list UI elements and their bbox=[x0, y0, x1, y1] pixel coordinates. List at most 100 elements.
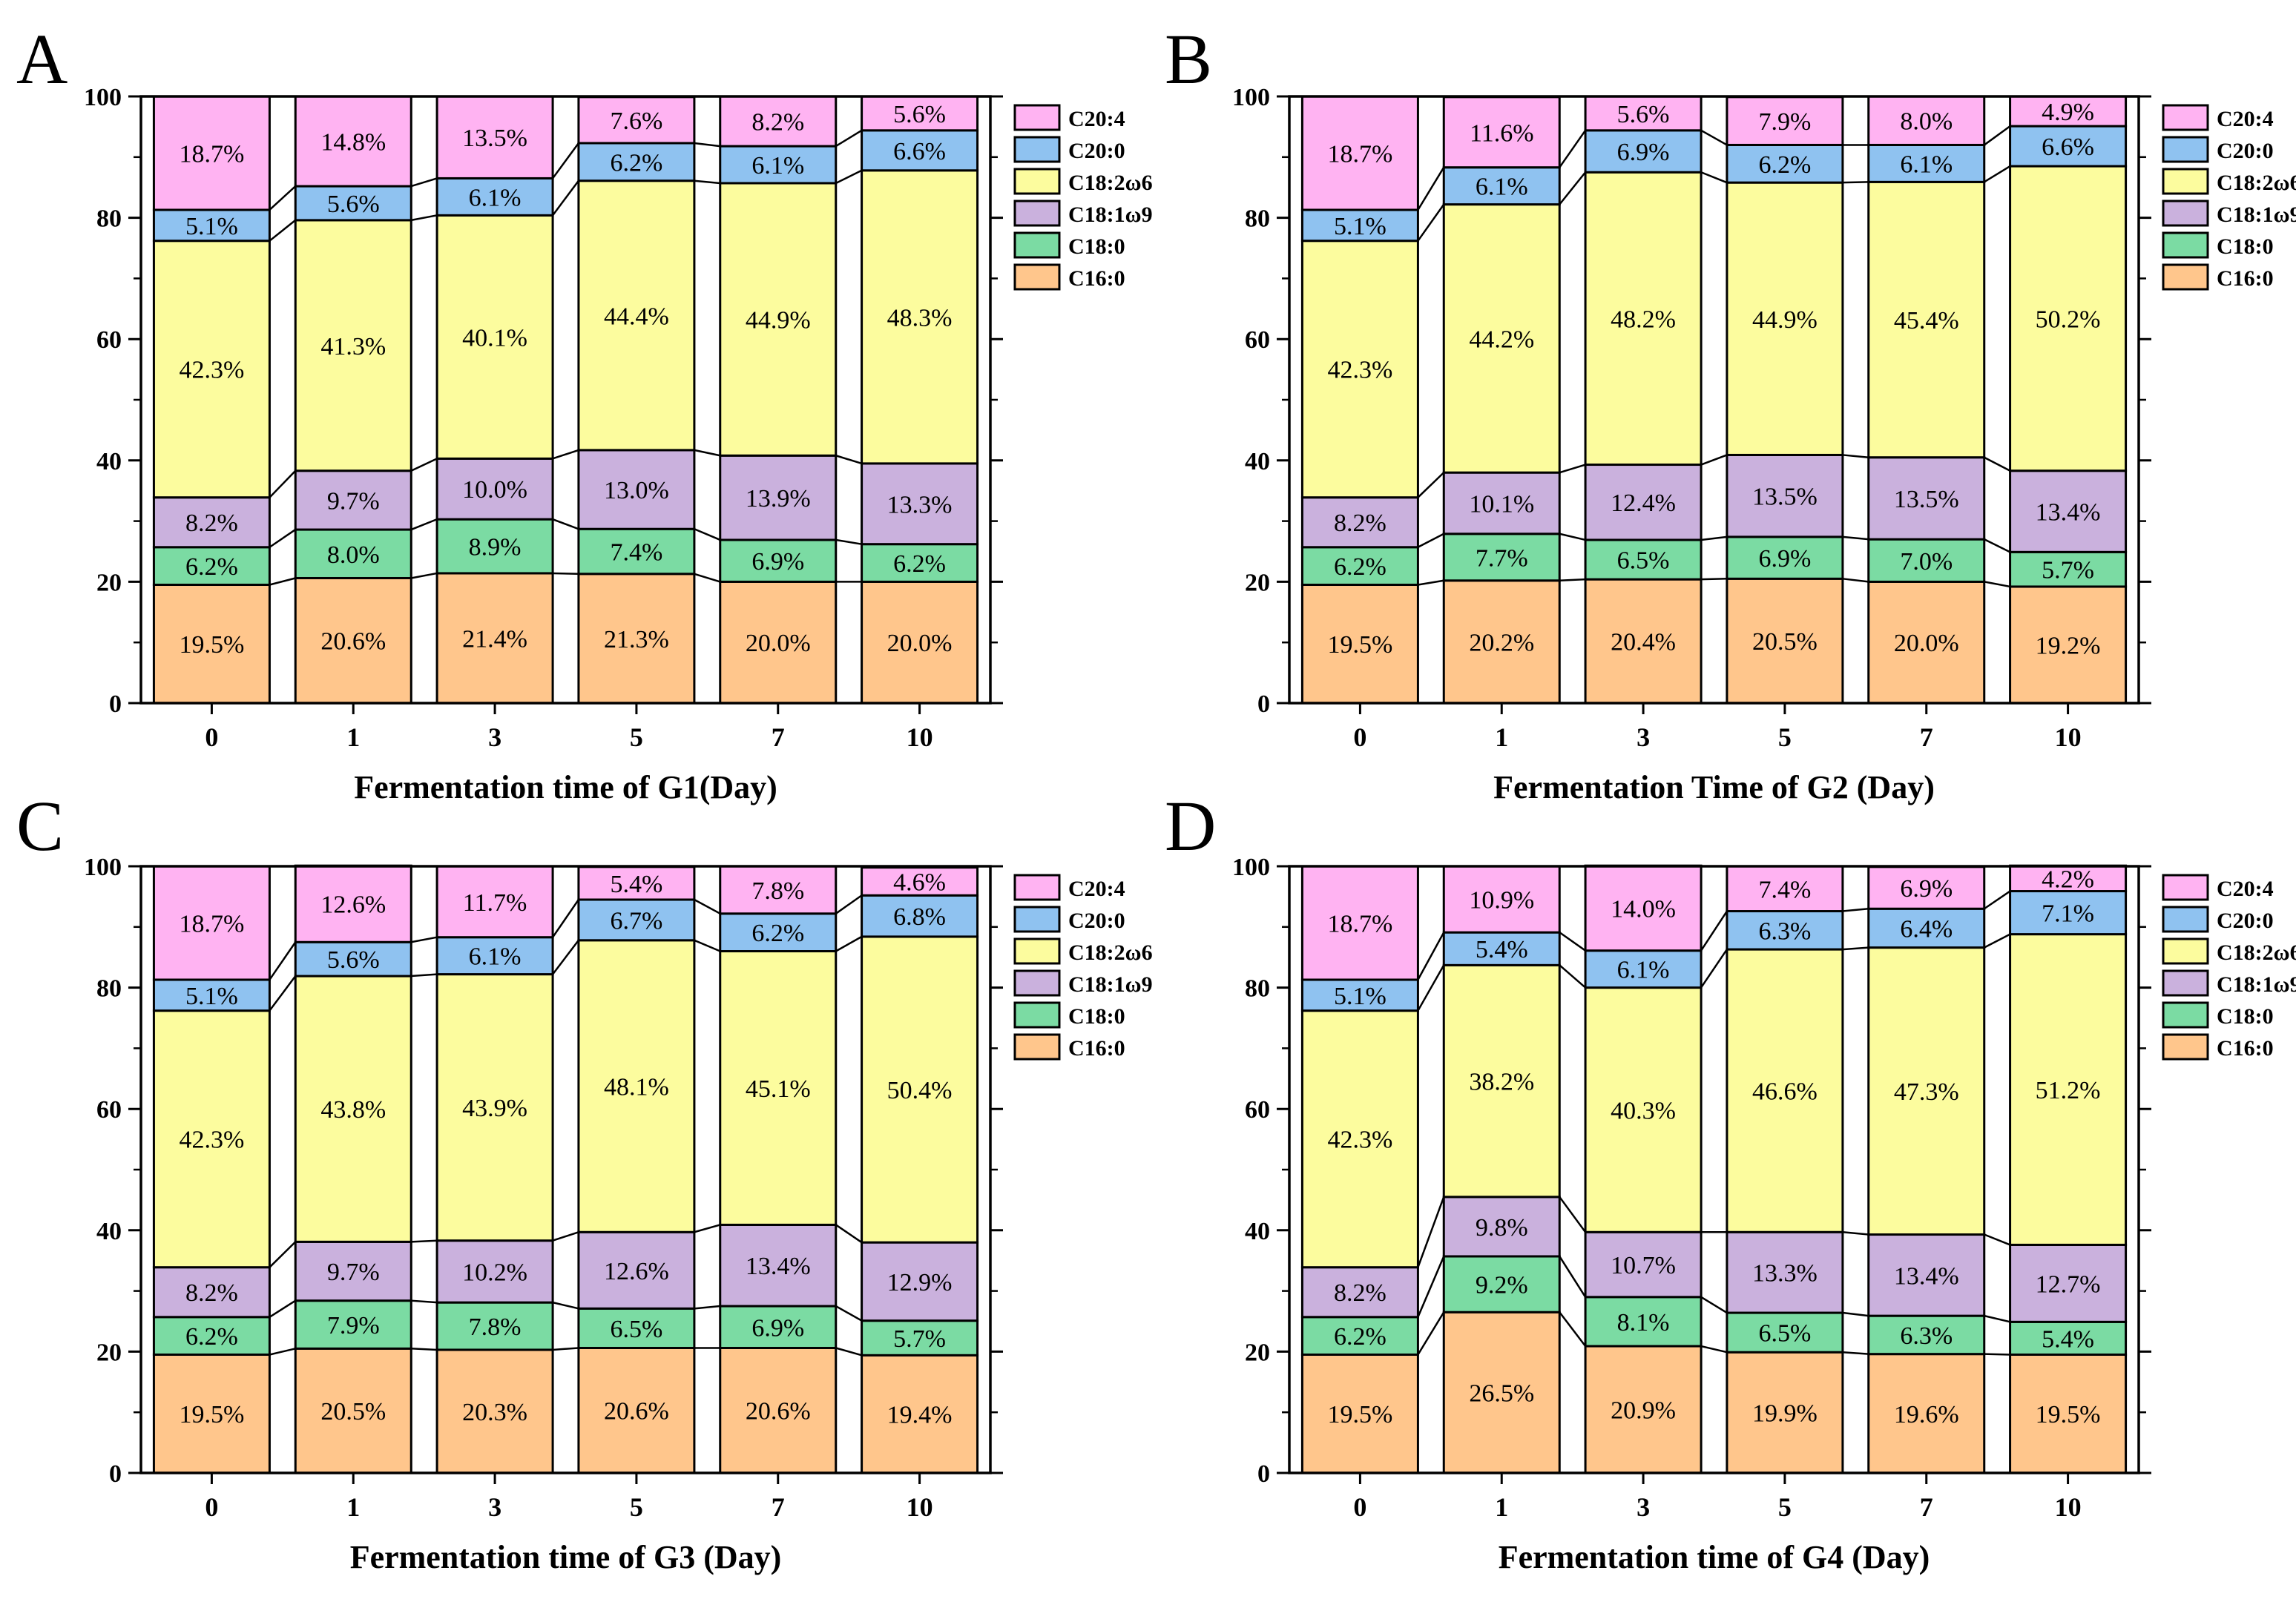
bar-segment-label: 10.1% bbox=[1469, 490, 1534, 518]
bar-segment-label: 20.0% bbox=[887, 630, 953, 657]
bar-segment-C18:2ω6 bbox=[1726, 181, 1844, 456]
bar-segment-C20:0 bbox=[1442, 166, 1561, 206]
bar-segment-label: 21.3% bbox=[604, 626, 669, 653]
bar-segment-C18:1ω9 bbox=[294, 1240, 412, 1302]
bar-segment-label: 40.3% bbox=[1611, 1097, 1676, 1124]
legend-label: C16:0 bbox=[2217, 1036, 2274, 1061]
bar-segment-label: 42.3% bbox=[1328, 357, 1393, 384]
bar-segment-label: 20.6% bbox=[320, 628, 386, 656]
bar-segment-label: 45.1% bbox=[746, 1075, 811, 1103]
bar-segment-label: 19.2% bbox=[2036, 632, 2101, 659]
panel-d-chart: D 19.5% 6.2% 8.2% 42.3% 5.1% 18.7% 26.5% 9.2% 9.8… bbox=[1165, 786, 2296, 1575]
bar-segment-label: 18.7% bbox=[180, 140, 245, 168]
bar-segment-C18:2ω6 bbox=[577, 939, 696, 1233]
bar-segment-C20:0 bbox=[861, 129, 979, 172]
bar-segment-label: 44.4% bbox=[604, 303, 669, 330]
bar-segment-label: 7.8% bbox=[751, 877, 804, 905]
segment-connector-line bbox=[552, 899, 579, 938]
bar-segment-label: 18.7% bbox=[180, 910, 245, 937]
bar-segment-label: 6.2% bbox=[893, 550, 946, 578]
bar-segment-label: 20.9% bbox=[1611, 1397, 1676, 1425]
bar-segment-C20:0 bbox=[1300, 208, 1419, 243]
bar-segment-label: 5.7% bbox=[2042, 557, 2094, 584]
segment-connector-line bbox=[694, 528, 721, 541]
bar-segment-C18:0 bbox=[577, 1307, 696, 1349]
segment-connector-line bbox=[269, 1241, 297, 1268]
legend-swatch-C18:0 bbox=[2162, 1001, 2209, 1029]
bar-segment-C16:0 bbox=[2009, 585, 2128, 705]
bar-segment-label: 6.1% bbox=[1476, 174, 1528, 201]
legend-swatch-C18:2ω6 bbox=[1013, 168, 1061, 195]
bar-segment-label: 6.8% bbox=[893, 903, 946, 931]
segment-connector-line bbox=[411, 1348, 438, 1351]
bar-segment-label: 13.0% bbox=[604, 477, 669, 504]
bar-segment-label: 19.5% bbox=[1328, 631, 1393, 659]
bar-segment-C18:0 bbox=[861, 543, 979, 583]
bar-segment-C20:4 bbox=[1300, 865, 1419, 981]
bar-segment-C18:0 bbox=[435, 1301, 554, 1351]
bar-segment-label: 4.2% bbox=[2042, 866, 2094, 893]
legend-swatch-C16:0 bbox=[2162, 263, 2209, 291]
x-tick-label: 5 bbox=[1778, 1492, 1792, 1522]
x-tick-label: 5 bbox=[630, 1492, 643, 1522]
segment-connector-line bbox=[1559, 932, 1586, 952]
bar-segment-C20:0 bbox=[435, 177, 554, 217]
bar-segment-C16:0 bbox=[1442, 579, 1561, 705]
bar-segment-C18:1ω9 bbox=[861, 1241, 979, 1322]
bar-segment-C20:4 bbox=[2009, 864, 2128, 893]
bar-segment-label: 9.2% bbox=[1476, 1272, 1528, 1299]
panel-a: A 19.5% 6.2% 8.2% 42.3% 5.1% 18.7% 20.6% 8.0% 9.7… bbox=[0, 0, 1153, 805]
bar-segment-C18:2ω6 bbox=[294, 219, 412, 472]
bar-segment-label: 20.2% bbox=[1469, 629, 1534, 656]
segment-connector-line bbox=[410, 177, 438, 188]
bar-segment-C16:0 bbox=[1442, 1311, 1561, 1474]
bar-segment-C16:0 bbox=[1584, 1345, 1703, 1474]
panel-c-chart: C 19.5% 6.2% 8.2% 42.3% 5.1% 18.7% 20.5% 7.9% 9.7… bbox=[16, 786, 1153, 1575]
segment-connector-line bbox=[835, 1224, 863, 1244]
bar-segment-label: 6.1% bbox=[1617, 957, 1670, 984]
bar-segment-label: 6.2% bbox=[1334, 1323, 1387, 1351]
bar-segment-label: 4.6% bbox=[893, 868, 946, 896]
panel-d: D 19.5% 6.2% 8.2% 42.3% 5.1% 18.7% 26.5% 9.2% 9.8… bbox=[1148, 786, 2296, 1602]
segment-connector-line bbox=[694, 573, 721, 583]
bar-segment-label: 9.7% bbox=[327, 1259, 380, 1286]
bar-segment-C20:4 bbox=[1584, 95, 1703, 132]
segment-connector-line bbox=[1700, 949, 1728, 989]
bar-segment-label: 20.0% bbox=[746, 630, 811, 657]
bar-segment-C18:1ω9 bbox=[435, 457, 554, 521]
bar-segment-label: 5.1% bbox=[185, 983, 238, 1010]
x-tick-label: 1 bbox=[346, 1492, 360, 1522]
bar-segment-C20:0 bbox=[719, 912, 838, 953]
segment-connector-line bbox=[411, 572, 438, 579]
segment-connector-line bbox=[552, 518, 579, 530]
legend-label: C18:1ω9 bbox=[1068, 202, 1153, 227]
segment-connector-line bbox=[269, 529, 296, 548]
bar-segment-C18:1ω9 bbox=[1584, 464, 1703, 541]
bar-segment-label: 20.6% bbox=[746, 1398, 811, 1425]
bar-segment-label: 42.3% bbox=[180, 1127, 245, 1154]
bar-segment-C16:0 bbox=[1726, 1351, 1844, 1474]
bar-segment-label: 19.6% bbox=[1894, 1401, 1959, 1428]
segment-connector-line bbox=[1842, 908, 1869, 912]
bar-segment-label: 45.4% bbox=[1894, 307, 1959, 334]
bar-segment-label: 6.3% bbox=[1900, 1322, 1953, 1350]
segment-connector-line bbox=[835, 1347, 862, 1357]
bar-segment-C18:0 bbox=[294, 1299, 412, 1350]
legend-label: C20:0 bbox=[2217, 909, 2274, 933]
bar-segment-C20:0 bbox=[152, 978, 271, 1012]
bar-segment-C20:4 bbox=[1442, 96, 1561, 169]
segment-connector-line bbox=[411, 973, 438, 978]
bar-segment-C20:4 bbox=[1867, 866, 1986, 910]
bar-segment-label: 12.7% bbox=[2036, 1270, 2101, 1298]
legend-swatch-C16:0 bbox=[2162, 1033, 2209, 1061]
x-tick-label: 3 bbox=[1637, 722, 1650, 752]
segment-connector-line bbox=[1559, 130, 1587, 168]
bar-segment-C18:2ω6 bbox=[861, 935, 979, 1244]
x-axis-title: Fermentation time of G1(Day) bbox=[354, 769, 777, 805]
segment-connector-line bbox=[269, 577, 296, 586]
segment-connector-line bbox=[1842, 1351, 1869, 1355]
legend-label: C18:1ω9 bbox=[2217, 202, 2296, 227]
segment-connector-line bbox=[1984, 933, 2011, 949]
bar-segment-label: 13.5% bbox=[1752, 484, 1818, 511]
x-tick-label: 1 bbox=[1495, 1492, 1508, 1522]
